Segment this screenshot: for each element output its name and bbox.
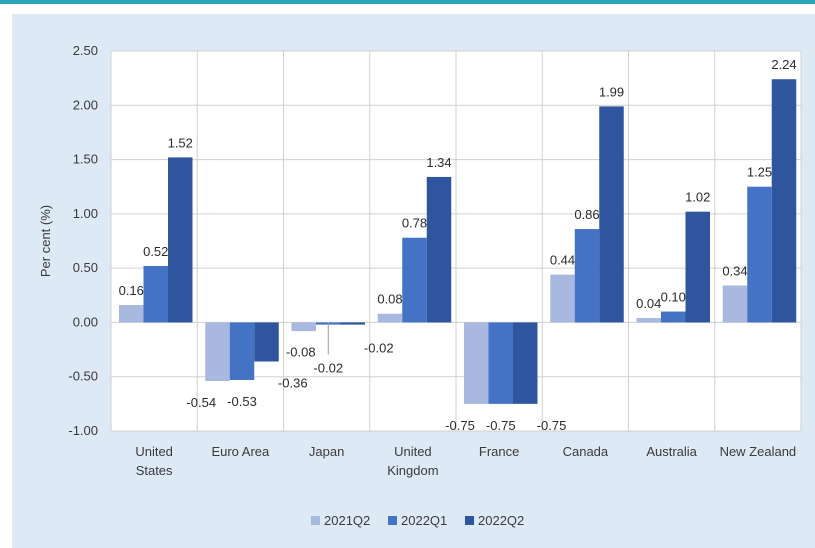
data-label: 1.34	[426, 155, 451, 170]
data-label: -0.75	[486, 418, 516, 433]
x-category-label: States	[136, 463, 173, 478]
bar-2022Q2-0	[168, 157, 193, 323]
bar-2022Q2-6	[685, 211, 710, 323]
data-label: 0.86	[574, 207, 599, 222]
x-category-label: New Zealand	[720, 444, 797, 459]
data-label: 0.16	[119, 283, 144, 298]
bar-2022Q2-2	[340, 322, 365, 325]
x-category-label: United	[135, 444, 173, 459]
legend-label-2022Q2: 2022Q2	[478, 513, 524, 528]
data-label: 0.04	[636, 296, 661, 311]
y-axis-title: Per cent (%)	[38, 205, 53, 277]
data-labels-group: 0.16 -0.54 -0.08 0.08 -0.75 0.44 0.04 0.34 0.52 -…	[119, 57, 797, 433]
bar-2021Q2-4	[464, 322, 489, 404]
bar-2022Q1-6	[661, 311, 686, 323]
bar-2022Q2-3	[426, 176, 452, 323]
data-label: 0.34	[722, 264, 747, 279]
bar-2022Q1-5	[574, 229, 600, 323]
data-label: 0.78	[402, 216, 427, 231]
data-label: -0.75	[445, 418, 475, 433]
bar-2022Q2-4	[513, 322, 538, 404]
legend-swatch-2021Q2	[311, 516, 320, 525]
bar-2021Q2-6	[636, 318, 661, 323]
data-label: -0.02	[313, 360, 343, 375]
bar-2021Q2-2	[291, 322, 316, 332]
bar-2022Q1-4	[488, 322, 513, 404]
x-category-label: United	[394, 444, 432, 459]
data-label: -0.53	[227, 394, 257, 409]
bar-2021Q2-7	[722, 285, 748, 323]
y-tick-label: 2.00	[73, 97, 98, 112]
y-tick-label: -1.00	[68, 423, 98, 438]
x-category-label: Australia	[646, 444, 697, 459]
data-label: 1.25	[747, 165, 772, 180]
data-label: -0.08	[286, 344, 316, 359]
bar-2022Q1-7	[747, 186, 772, 323]
data-label: 0.52	[143, 244, 168, 259]
legend-label-2022Q1: 2022Q1	[401, 513, 447, 528]
bar-2022Q1-3	[402, 237, 427, 323]
legend-swatch-2022Q2	[465, 516, 474, 525]
bar-2021Q2-3	[377, 313, 403, 323]
x-category-label: Euro Area	[211, 444, 270, 459]
data-label: -0.36	[278, 376, 308, 391]
legend-label-2021Q2: 2021Q2	[324, 513, 370, 528]
bar-2022Q2-5	[599, 106, 624, 323]
header-strip	[0, 0, 815, 4]
bar-2022Q2-7	[771, 79, 797, 323]
y-tick-label: 0.50	[73, 260, 98, 275]
bar-2022Q2-1	[254, 322, 279, 362]
y-tick-label: 2.50	[73, 43, 98, 58]
bar-2021Q2-1	[205, 322, 230, 382]
data-label: 1.02	[685, 190, 710, 205]
bar-2021Q2-0	[119, 305, 144, 323]
bar-2022Q1-1	[229, 322, 255, 380]
bar-2021Q2-5	[550, 274, 575, 323]
data-label: 0.44	[550, 253, 575, 268]
y-tick-label: -0.50	[68, 369, 98, 384]
legend-swatch-2022Q1	[388, 516, 397, 525]
x-category-label: France	[479, 444, 519, 459]
x-category-label: Japan	[309, 444, 344, 459]
y-axis: -1.00 -0.50 0.00 0.50 1.00 1.50 2.00 2.50	[68, 43, 98, 438]
x-category-label: Canada	[563, 444, 609, 459]
data-label: -0.54	[186, 395, 216, 410]
data-label: -0.75	[537, 418, 567, 433]
x-category-label: Kingdom	[387, 463, 438, 478]
data-label: 1.99	[599, 84, 624, 99]
data-label: 0.08	[377, 292, 402, 307]
legend: 2021Q2 2022Q1 2022Q2	[311, 513, 524, 528]
y-tick-label: 0.00	[73, 314, 98, 329]
data-label: 1.52	[168, 135, 193, 150]
y-tick-label: 1.00	[73, 206, 98, 221]
bars-group	[119, 79, 797, 404]
data-label: 2.24	[771, 57, 796, 72]
data-label: 0.10	[661, 290, 686, 305]
x-axis: United States Euro Area Japan United Kingdom F…	[135, 444, 796, 478]
data-label: -0.02	[364, 340, 394, 355]
y-tick-label: 1.50	[73, 152, 98, 167]
bar-2022Q1-0	[143, 265, 168, 323]
